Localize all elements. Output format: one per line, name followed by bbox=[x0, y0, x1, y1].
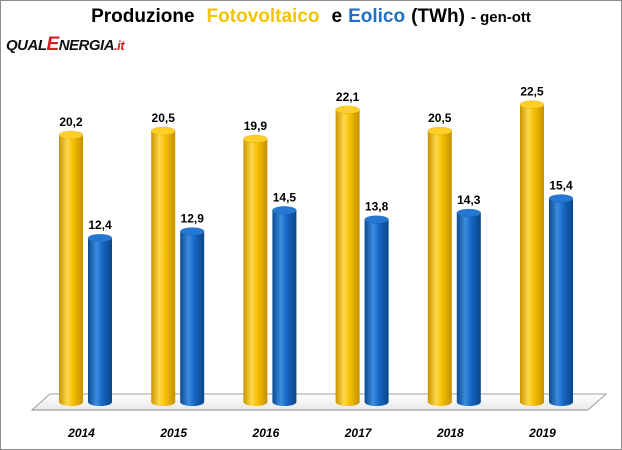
title-period: - gen-ott bbox=[470, 9, 531, 26]
title-e: e bbox=[331, 6, 343, 27]
value-label-pv-2016: 19,9 bbox=[244, 119, 268, 133]
value-label-pv-2019: 22,5 bbox=[520, 85, 544, 99]
category-label-2018: 2018 bbox=[436, 426, 464, 440]
chart-title: Produzione Fotovoltaico e Eolico (TWh) - gen-… bbox=[0, 6, 622, 28]
title-fotovoltaico: Fotovoltaico bbox=[206, 6, 320, 27]
bar-pv-2017 bbox=[335, 105, 360, 406]
bar-pv-2014 bbox=[58, 130, 84, 406]
bar-wind-2014 bbox=[87, 233, 113, 406]
bar-wind-2015 bbox=[179, 227, 205, 406]
value-label-wind-2017: 13,8 bbox=[365, 200, 389, 214]
category-label-2016: 2016 bbox=[252, 426, 280, 440]
category-label-2019: 2019 bbox=[528, 426, 556, 440]
bar-wind-2016 bbox=[272, 206, 297, 406]
bar-wind-2019 bbox=[548, 194, 574, 406]
value-label-wind-2016: 14,5 bbox=[273, 190, 297, 204]
value-label-wind-2018: 14,3 bbox=[457, 193, 481, 207]
title-produzione: Produzione bbox=[91, 6, 195, 27]
bar-pv-2018 bbox=[427, 126, 453, 407]
value-label-wind-2019: 15,4 bbox=[549, 178, 573, 192]
chart-floor bbox=[30, 393, 608, 411]
category-label-2014: 2014 bbox=[67, 426, 95, 440]
category-label-2015: 2015 bbox=[159, 426, 187, 440]
qualenergia-logo: QUALENERGIA.it bbox=[6, 34, 125, 55]
title-eolico: Eolico bbox=[348, 6, 406, 27]
title-unit: (TWh) bbox=[411, 6, 465, 27]
bar-wind-2017 bbox=[364, 215, 389, 406]
category-label-2017: 2017 bbox=[344, 426, 373, 440]
value-label-pv-2015: 20,5 bbox=[152, 111, 176, 125]
bars-group bbox=[58, 100, 574, 407]
value-label-pv-2017: 22,1 bbox=[336, 90, 360, 104]
bar-pv-2016 bbox=[243, 134, 268, 406]
bar-pv-2015 bbox=[150, 126, 176, 407]
value-label-wind-2015: 12,9 bbox=[181, 211, 205, 225]
value-label-wind-2014: 12,4 bbox=[88, 218, 112, 232]
value-label-pv-2018: 20,5 bbox=[428, 111, 452, 125]
bar-wind-2018 bbox=[456, 208, 482, 406]
bar-pv-2019 bbox=[519, 100, 545, 407]
value-label-pv-2014: 20,2 bbox=[59, 115, 83, 129]
labels-group: 20,2 12,4 2014 20,5 12,9 2015 19,9 14,5 2016 22,1… bbox=[59, 85, 573, 440]
